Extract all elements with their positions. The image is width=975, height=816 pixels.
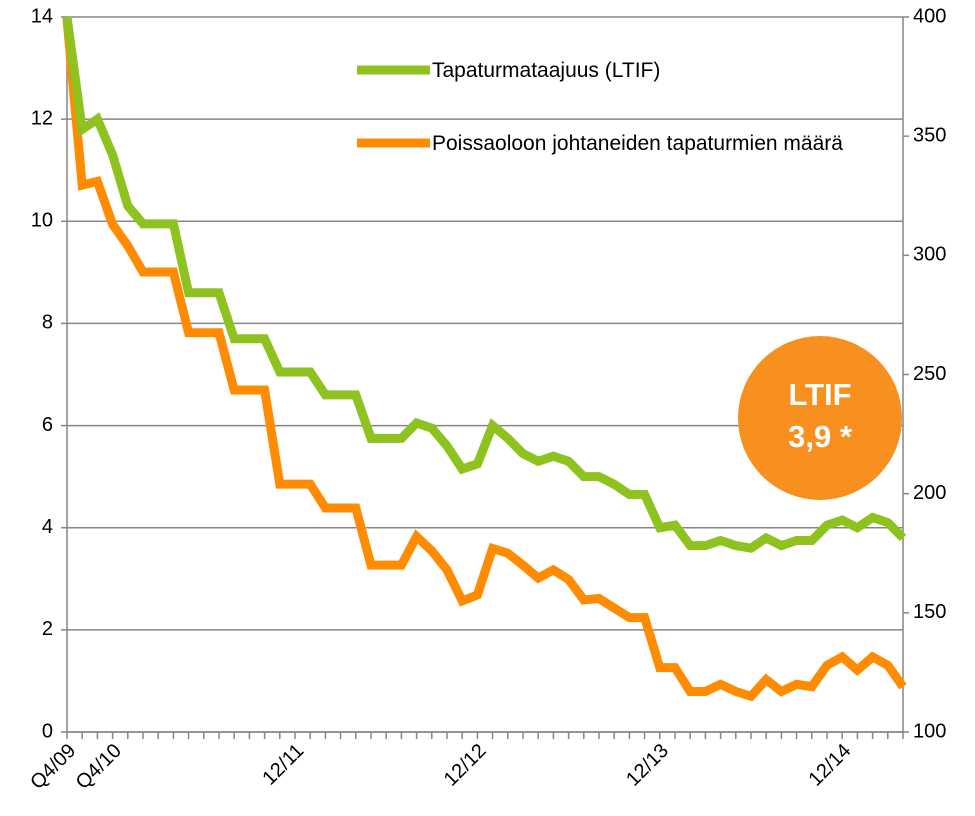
x-tick-label: 12/11 xyxy=(258,740,308,790)
y2-tick-label: 150 xyxy=(913,601,946,623)
y2-tick-label: 100 xyxy=(913,720,946,742)
x-tick-label: 12/14 xyxy=(805,740,856,791)
y2-tick-label: 400 xyxy=(913,5,946,27)
badge xyxy=(738,336,902,500)
y2-tick-label: 350 xyxy=(913,124,946,146)
legend-label: Poissaoloon johtaneiden tapaturmien määr… xyxy=(432,132,843,155)
x-tick-label: Q4/09 xyxy=(26,740,80,794)
y-tick-label: 10 xyxy=(31,210,53,232)
y2-tick-label: 300 xyxy=(913,244,946,266)
y-tick-label: 12 xyxy=(31,107,53,129)
series-line xyxy=(62,18,907,702)
y-tick-label: 6 xyxy=(42,414,53,436)
y-tick-label: 2 xyxy=(42,618,53,640)
x-tick-label: Q4/10 xyxy=(72,740,126,794)
y2-tick-label: 250 xyxy=(913,363,946,385)
y-tick-label: 8 xyxy=(42,312,53,334)
series-line xyxy=(62,16,907,553)
badge-text: LTIF xyxy=(788,377,851,412)
y2-tick-label: 200 xyxy=(913,482,946,504)
y-tick-label: 14 xyxy=(31,5,53,27)
y-tick-label: 0 xyxy=(42,720,53,742)
badge-text: 3,9 * xyxy=(788,419,853,454)
x-tick-label: 12/12 xyxy=(440,740,491,791)
y-tick-label: 4 xyxy=(42,516,53,538)
x-tick-label: 12/13 xyxy=(622,740,673,791)
legend-label: Tapaturmataajuus (LTIF) xyxy=(432,59,661,82)
